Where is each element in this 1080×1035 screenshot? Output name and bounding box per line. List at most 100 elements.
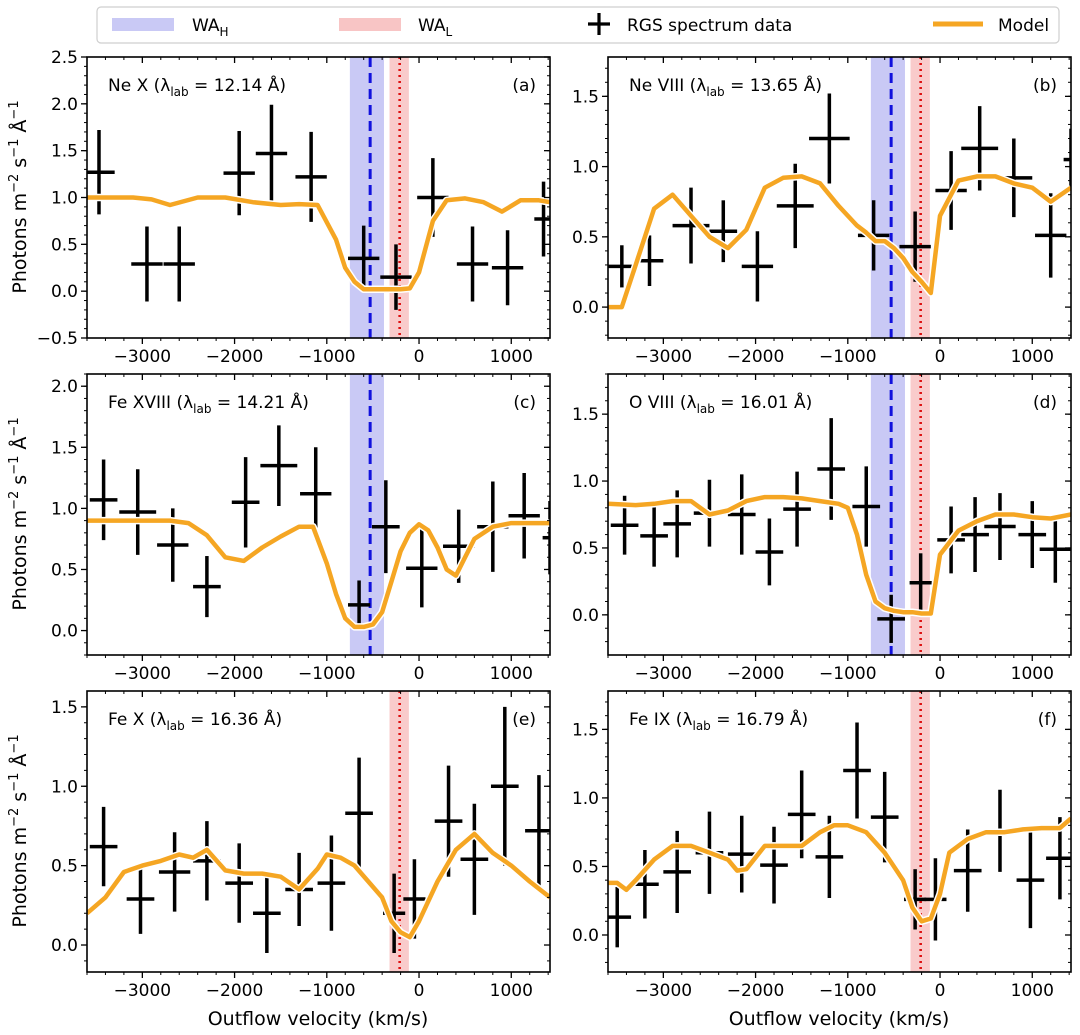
panel-b-data-point-7	[809, 93, 850, 184]
panel-b-xtick-label-3: 0	[935, 347, 946, 367]
panel-c-xtick-label-2: −1000	[298, 664, 356, 684]
panel-c-data-point-4	[193, 556, 221, 618]
legend-swatch-wal	[339, 18, 401, 31]
panel-a-data-point-5	[255, 104, 288, 203]
panel-b-data-point-1	[608, 245, 636, 288]
panel-e-data-point-6	[253, 873, 281, 953]
panel-e-ytick-label-1: 0.5	[51, 857, 78, 877]
panel-d-ytick-label-3: 1.5	[572, 405, 599, 425]
panel-c-ytick-label-0: 0.0	[51, 622, 78, 642]
axis-labels: Photons m−2 s−1 Å−1 Photons m−2 s−1 Å−1 Ph…	[7, 100, 949, 1030]
panel-a-data-point-2	[131, 226, 163, 302]
panel-b-ytick-label-0: 0.0	[572, 298, 599, 318]
panel-a-ytick-label-4: 1.5	[51, 142, 78, 162]
panel-c-xtick-label-4: 1000	[490, 664, 533, 684]
panel-a-data-point-10	[456, 226, 489, 302]
panel-c-ion-label: Fe XVIII (λlab = 14.21 Å)	[108, 391, 309, 416]
panel-d-xtick-label-4: 1000	[1011, 664, 1054, 684]
panel-f-data-point-6	[760, 826, 788, 904]
panel-a-data-point-3	[163, 226, 195, 302]
panel-a-xtick-label-1: −2000	[206, 347, 264, 367]
panel-e-xtick-label-4: 1000	[490, 981, 533, 1001]
panel-b-model-halo	[608, 172, 1071, 311]
panel-a-xtick-label-0: −3000	[114, 347, 172, 367]
panel-f-ytick-label-2: 1.0	[572, 789, 599, 809]
panel-a-xtick-label-2: −1000	[298, 347, 356, 367]
legend-swatch-data	[588, 13, 610, 35]
panel-d-data-point-6	[755, 518, 784, 586]
panel-c-data-point-5	[231, 457, 260, 548]
panel-a-ytick-label-1: 0.0	[51, 282, 78, 302]
panel-c-xtick-label-0: −3000	[114, 664, 172, 684]
panel-c-ytick-label-2: 1.0	[51, 499, 78, 519]
y-axis-label-middle: Photons m−2 s−1 Å−1	[7, 417, 31, 610]
panel-c-data-point-8	[348, 580, 371, 630]
panel-d-data-point-13	[961, 497, 989, 573]
panel-b-xtick-label-4: 1000	[1011, 347, 1054, 367]
panel-c-data-point-1	[89, 459, 118, 541]
panel-b-data-point-14	[1063, 128, 1071, 191]
panel-d-xtick-label-0: −3000	[635, 664, 693, 684]
y-axis-label-bottom: Photons m−2 s−1 Å−1	[7, 734, 31, 927]
panel-d-ytick-label-1: 0.5	[572, 539, 599, 559]
panel-b-ytick-label-2: 1.0	[572, 158, 599, 178]
legend-label-wah: WAH	[192, 16, 229, 39]
panel-f-letter: (f)	[1038, 710, 1057, 730]
legend-label-model: Model	[998, 16, 1049, 36]
panel-f-frame	[607, 690, 1072, 973]
panel-b-ytick-label-1: 0.5	[572, 228, 599, 248]
panel-b-ytick-label-3: 1.5	[572, 87, 599, 107]
panel-c-data-point-14	[542, 501, 550, 575]
panel-d-xtick-label-2: −1000	[819, 664, 877, 684]
panel-c-wah-band	[349, 374, 384, 655]
panel-c-data-point-2	[119, 469, 157, 555]
panel-a-data-point-7	[348, 225, 380, 292]
panel-f-data-point-15	[1016, 832, 1045, 929]
panel-d-data-point-15	[1018, 501, 1047, 569]
panel-d-data-point-5	[727, 474, 756, 555]
legend-label-wal: WAL	[418, 16, 453, 39]
panel-f-xtick-label-1: −2000	[727, 981, 785, 1001]
panel-c-ytick-label-4: 2.0	[51, 377, 78, 397]
y-axis-label-top: Photons m−2 s−1 Å−1	[7, 100, 31, 293]
panel-e-ytick-label-0: 0.0	[51, 936, 78, 956]
legend-frame	[96, 6, 1060, 44]
panel-d-xtick-label-3: 0	[935, 664, 946, 684]
panel-e-ion-label: Fe X (λlab = 16.36 Å)	[108, 708, 282, 733]
panel-a-data-point-1	[87, 130, 115, 215]
panels: −0.5 0.0 0.5 1.0 1.5 2.0 2.5 −3000 −2000 −1000 0 10…	[37, 48, 1072, 1001]
panel-e-data-point-3	[158, 832, 191, 912]
panel-a-ytick-label-5: 2.0	[51, 95, 78, 115]
panel-d: 0.0 0.5 1.0 1.5 −3000 −2000 −1000 0 1000 O VIII (…	[572, 373, 1072, 684]
panel-e-ytick-label-3: 1.5	[51, 698, 78, 718]
panel-d-data-point-10	[877, 594, 905, 643]
panel-c-ytick-label-1: 0.5	[51, 560, 78, 580]
panel-c-xtick-label-1: −2000	[206, 664, 264, 684]
panel-d-letter: (d)	[1033, 393, 1057, 413]
panel-b-xtick-label-2: −1000	[819, 347, 877, 367]
panel-b-frame	[607, 56, 1072, 339]
panel-b-data-point-13	[1035, 193, 1067, 278]
panel-d-data-point-2	[640, 505, 668, 567]
panel-a-wah-band	[349, 57, 384, 338]
panel-c-frame	[86, 373, 551, 656]
panel-f-ion-label: Fe IX (λlab = 16.79 Å)	[629, 708, 808, 733]
panel-d-xtick-label-1: −2000	[727, 664, 785, 684]
panel-a-letter: (a)	[512, 76, 536, 96]
panel-e-data-point-13	[460, 803, 489, 915]
panel-a: −0.5 0.0 0.5 1.0 1.5 2.0 2.5 −3000 −2000 −1000 0 10…	[37, 48, 551, 367]
panel-f-ytick-label-3: 1.5	[572, 720, 599, 740]
panel-b-letter: (b)	[1033, 76, 1057, 96]
panel-b-ion-label: Ne VIII (λlab = 13.65 Å)	[629, 74, 822, 99]
panel-c-data-point-6	[260, 425, 298, 506]
panel-f-xtick-label-2: −1000	[819, 981, 877, 1001]
panel-d-ion-label: O VIII (λlab = 16.01 Å)	[629, 391, 812, 416]
panel-e-xtick-label-3: 0	[414, 981, 425, 1001]
panel-a-xtick-label-3: 0	[414, 347, 425, 367]
panel-e-xtick-label-0: −3000	[114, 981, 172, 1001]
panel-e-ytick-label-2: 1.0	[51, 777, 78, 797]
panel-e-xtick-label-1: −2000	[206, 981, 264, 1001]
panel-f: 0.0 0.5 1.0 1.5 −3000 −2000 −1000 0 1000 Fe IX (λ…	[572, 690, 1072, 1001]
panel-a-ion-label: Ne X (λlab = 12.14 Å)	[108, 74, 286, 99]
